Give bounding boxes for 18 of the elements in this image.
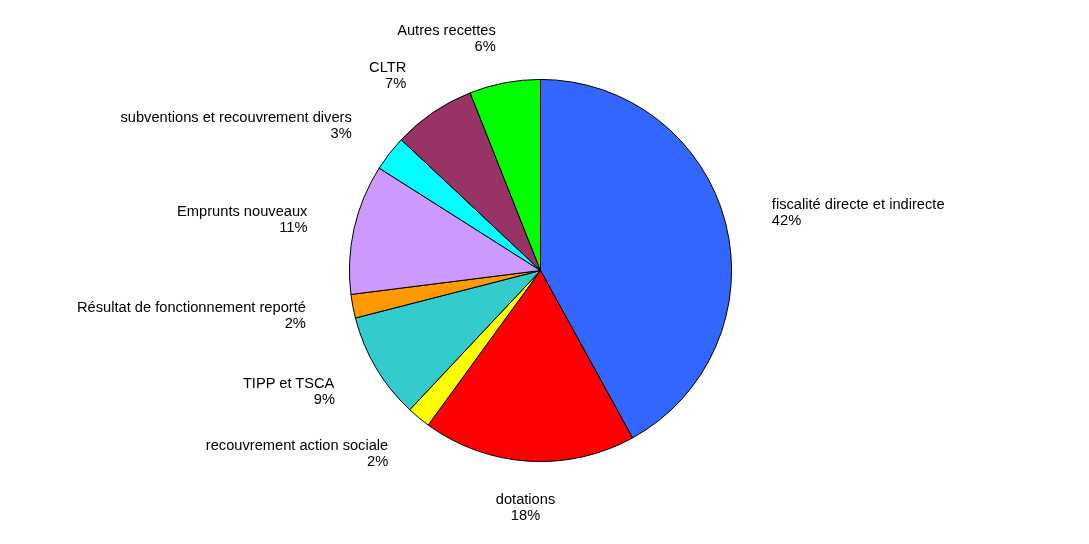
data-label: 18% (510, 506, 541, 523)
data-label: 6% (474, 38, 496, 55)
data-label: 11% (279, 218, 308, 235)
slice-label: dotations (495, 490, 556, 507)
slice-label: subventions et recouvrement divers (120, 109, 352, 126)
data-label: 2% (367, 452, 389, 469)
slice-label: Résultat de fonctionnement reporté (76, 298, 306, 315)
slice-label: CLTR (369, 58, 407, 75)
slice-label: Autres recettes (397, 22, 496, 39)
slice-label: Emprunts nouveaux (177, 202, 309, 219)
slice-label: TIPP et TSCA (242, 374, 335, 391)
slice-label: fiscalité directe et indirecte (771, 195, 945, 212)
data-label: 7% (385, 74, 407, 91)
data-label: 42% (771, 211, 802, 228)
slice-label: recouvrement action sociale (205, 436, 389, 453)
data-label: 9% (313, 390, 335, 407)
data-label: 2% (284, 314, 306, 331)
data-label: 3% (330, 125, 352, 142)
